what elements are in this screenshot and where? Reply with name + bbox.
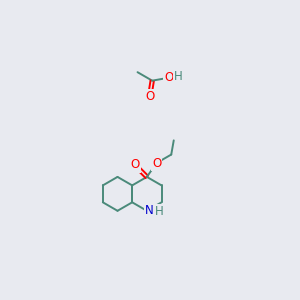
Text: O: O [145, 90, 154, 103]
Text: O: O [152, 157, 161, 169]
Text: O: O [130, 158, 140, 171]
Text: N: N [145, 204, 154, 217]
Text: H: H [154, 205, 163, 218]
Text: H: H [174, 70, 182, 83]
Text: O: O [164, 71, 173, 84]
